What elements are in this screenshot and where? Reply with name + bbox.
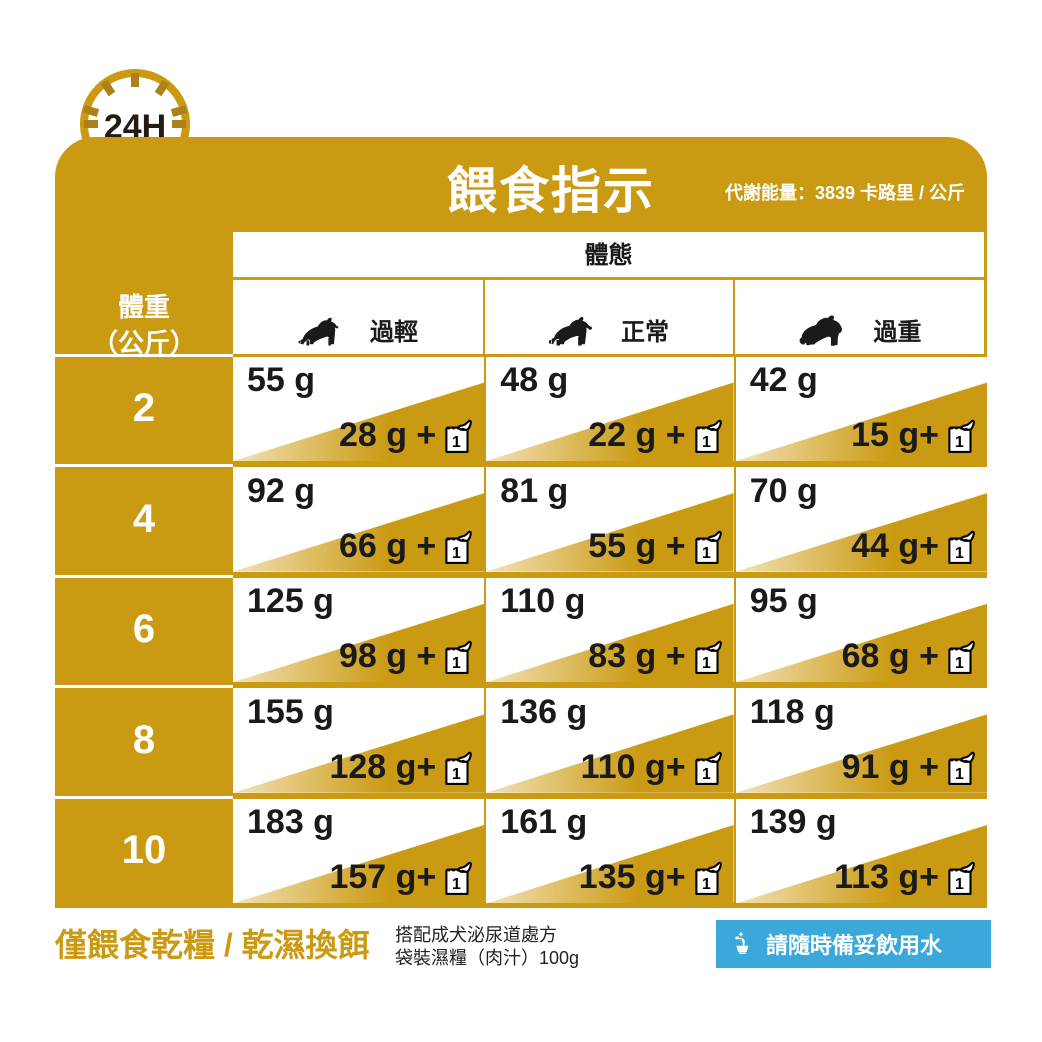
svg-text:1: 1 <box>452 655 461 672</box>
svg-text:1: 1 <box>702 877 711 894</box>
svg-text:1: 1 <box>452 545 461 562</box>
svg-text:1: 1 <box>955 655 964 672</box>
svg-text:1: 1 <box>955 766 964 783</box>
svg-text:1: 1 <box>702 655 711 672</box>
svg-text:1: 1 <box>955 434 964 451</box>
svg-text:1: 1 <box>955 877 964 894</box>
svg-text:1: 1 <box>702 545 711 562</box>
svg-text:1: 1 <box>702 434 711 451</box>
svg-text:1: 1 <box>702 766 711 783</box>
svg-text:1: 1 <box>452 434 461 451</box>
svg-text:1: 1 <box>452 766 461 783</box>
svg-text:1: 1 <box>452 877 461 894</box>
svg-text:1: 1 <box>955 545 964 562</box>
